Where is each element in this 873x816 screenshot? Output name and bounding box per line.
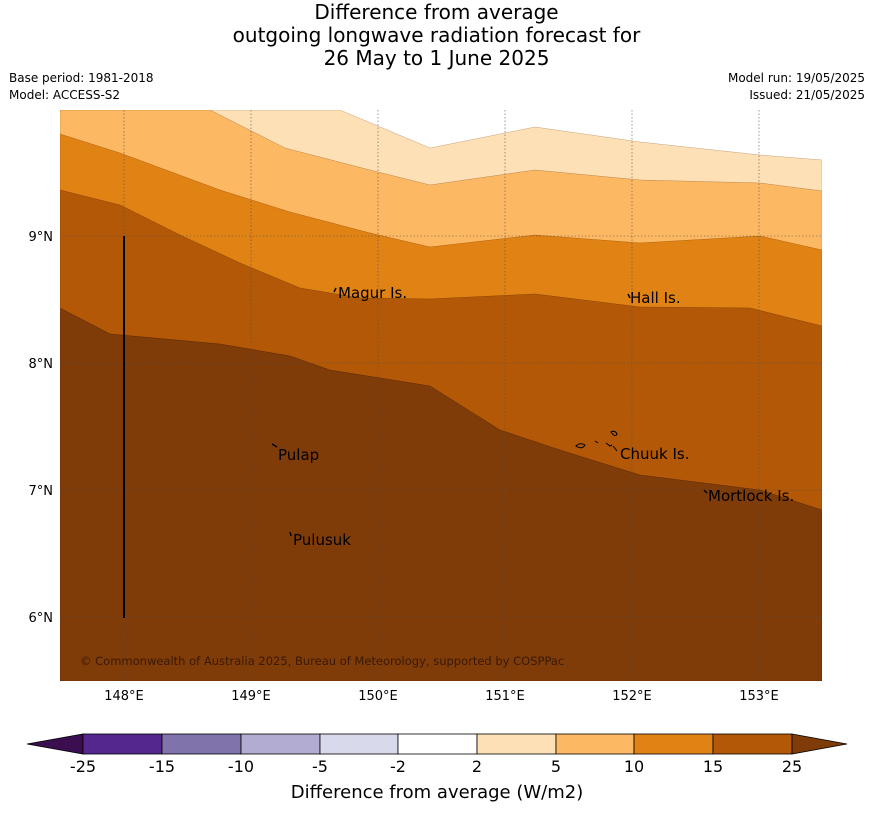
graticule bbox=[60, 110, 822, 681]
pulap-island-shape bbox=[271, 443, 278, 448]
colorbar-segment-5 bbox=[397, 733, 478, 755]
lon-label-153e: 153°E bbox=[739, 689, 779, 704]
title-line-1: Difference from average bbox=[314, 0, 559, 24]
band-above-25 bbox=[60, 307, 822, 681]
pulusuk-island-shape bbox=[289, 531, 292, 537]
model-run-text: Model run: 19/05/2025 bbox=[727, 71, 865, 85]
colorbar-segment-3 bbox=[240, 733, 321, 755]
place-label-pulusuk: Pulusuk bbox=[293, 531, 351, 549]
place-label-pulap: Pulap bbox=[278, 446, 319, 464]
hall-island-shape bbox=[627, 293, 631, 299]
lon-label-152e: 152°E bbox=[612, 689, 652, 704]
colorbar-tick: 2 bbox=[472, 757, 482, 776]
base-period-text: Base period: 1981-2018 bbox=[9, 71, 154, 85]
issued-text: Issued: 21/05/2025 bbox=[749, 88, 865, 102]
colorbar-tick: 10 bbox=[624, 757, 644, 776]
colorbar-tick: -2 bbox=[390, 757, 406, 776]
colorbar-tick: 15 bbox=[703, 757, 723, 776]
colorbar-arrow-low bbox=[26, 733, 84, 755]
colorbar-tick: 5 bbox=[551, 757, 561, 776]
colorbar bbox=[26, 733, 848, 755]
colorbar-segment-6 bbox=[476, 733, 557, 755]
colorbar-arrow-high bbox=[791, 733, 848, 755]
colorbar-segment-1 bbox=[82, 733, 163, 755]
place-label-hall: Hall Is. bbox=[630, 289, 681, 307]
lon-label-148e: 148°E bbox=[104, 689, 144, 704]
lat-label-9n: 9°N bbox=[29, 230, 54, 245]
colorbar-tick: -25 bbox=[70, 757, 96, 776]
colorbar-segment-8 bbox=[633, 733, 714, 755]
lat-label-7n: 7°N bbox=[29, 484, 54, 499]
lon-label-150e: 150°E bbox=[358, 689, 398, 704]
island-markers bbox=[271, 287, 708, 537]
colorbar-tick: 25 bbox=[782, 757, 802, 776]
title-line-3: 26 May to 1 June 2025 bbox=[323, 46, 550, 70]
colorbar-tick: -15 bbox=[149, 757, 175, 776]
anomaly-shading bbox=[60, 110, 822, 681]
place-label-chuuk: Chuuk Is. bbox=[620, 445, 689, 463]
colorbar-title: Difference from average (W/m2) bbox=[291, 782, 583, 803]
model-text: Model: ACCESS-S2 bbox=[9, 88, 121, 102]
colorbar-tick: -5 bbox=[312, 757, 328, 776]
lat-label-6n: 6°N bbox=[29, 611, 54, 626]
place-label-magur: Magur Is. bbox=[338, 284, 407, 302]
colorbar-segment-9 bbox=[712, 733, 793, 755]
colorbar-tick: -10 bbox=[228, 757, 254, 776]
colorbar-segment-4 bbox=[319, 733, 399, 755]
mortlock-island-shape bbox=[703, 489, 708, 494]
colorbar-segment-2 bbox=[161, 733, 242, 755]
lon-label-149e: 149°E bbox=[231, 689, 271, 704]
latitude-labels: 9°N 8°N 7°N 6°N bbox=[29, 230, 54, 626]
lat-label-8n: 8°N bbox=[29, 357, 54, 372]
magur-island-shape bbox=[333, 287, 337, 293]
place-label-mortlock: Mortlock Is. bbox=[708, 487, 794, 505]
colorbar-ticks: -25 -15 -10 -5 -2 2 5 10 15 25 bbox=[70, 757, 802, 776]
longitude-labels: 148°E 149°E 150°E 151°E 152°E 153°E bbox=[104, 689, 779, 704]
lon-label-151e: 151°E bbox=[485, 689, 525, 704]
title-line-2: outgoing longwave radiation forecast for bbox=[232, 23, 641, 47]
copyright-text: © Commonwealth of Australia 2025, Bureau… bbox=[80, 654, 564, 668]
colorbar-segment-7 bbox=[555, 733, 635, 755]
chuuk-lagoon-shape bbox=[575, 430, 618, 452]
place-labels: Magur Is. Hall Is. Pulap Chuuk Is. Mortl… bbox=[278, 284, 794, 549]
